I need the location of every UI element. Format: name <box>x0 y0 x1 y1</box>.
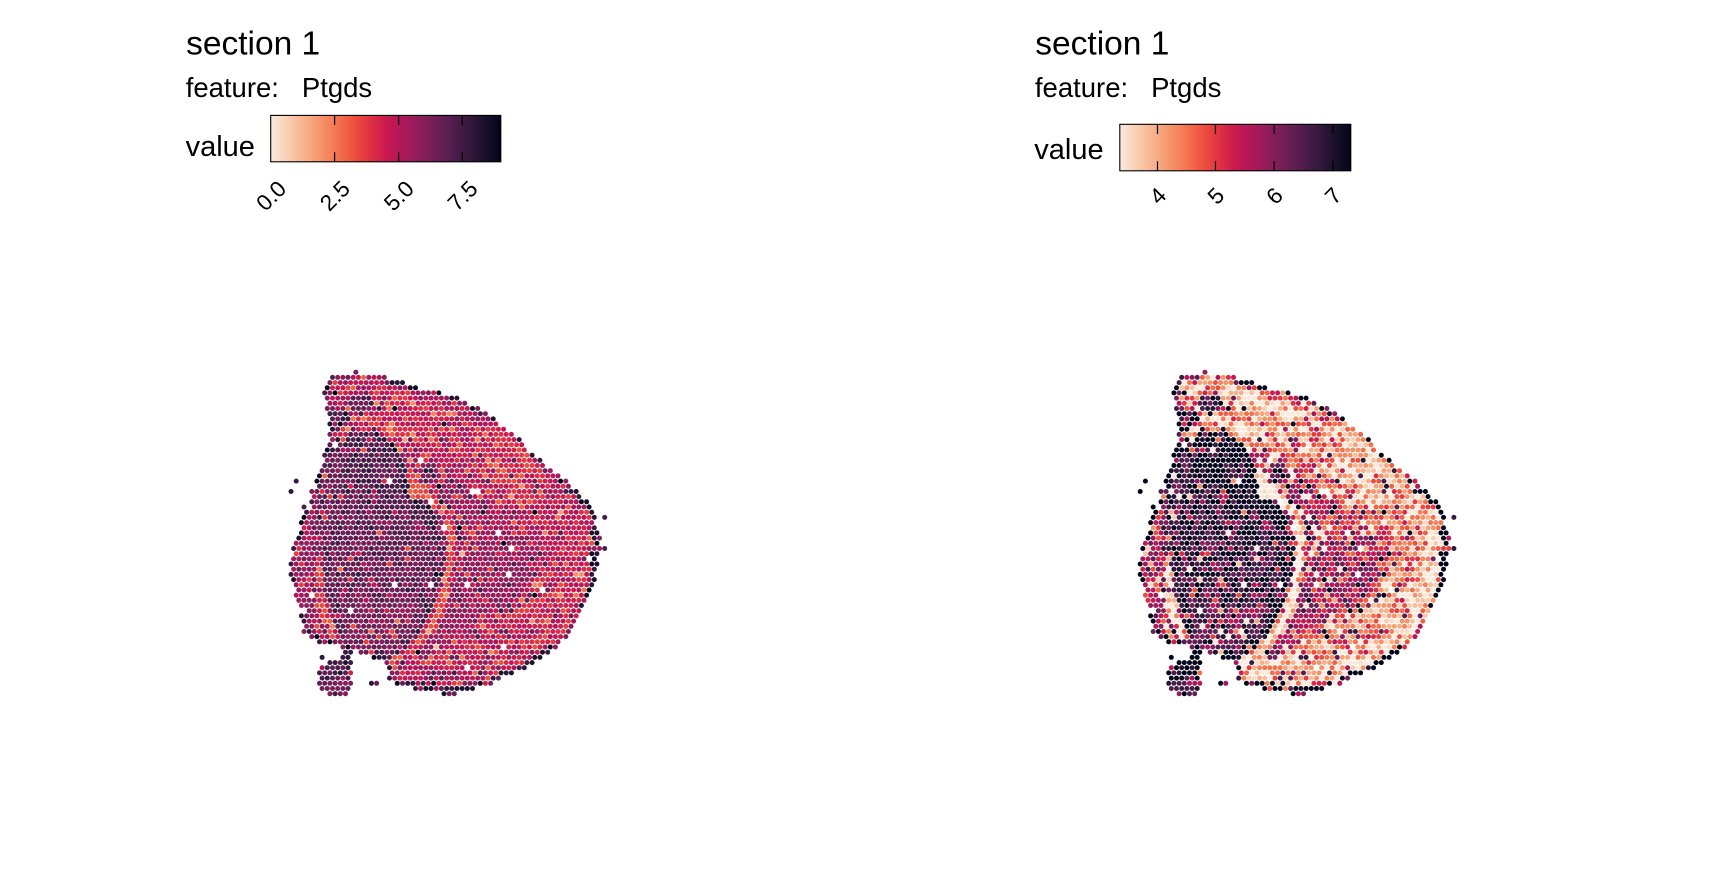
svg-text:section 1: section 1 <box>186 26 320 63</box>
svg-text:feature: Ptgds: feature: Ptgds <box>186 72 373 103</box>
svg-text:value: value <box>1034 134 1103 166</box>
svg-text:feature: Ptgds: feature: Ptgds <box>1035 72 1222 103</box>
svg-text:value: value <box>186 131 255 163</box>
svg-text:section 1: section 1 <box>1035 26 1169 63</box>
